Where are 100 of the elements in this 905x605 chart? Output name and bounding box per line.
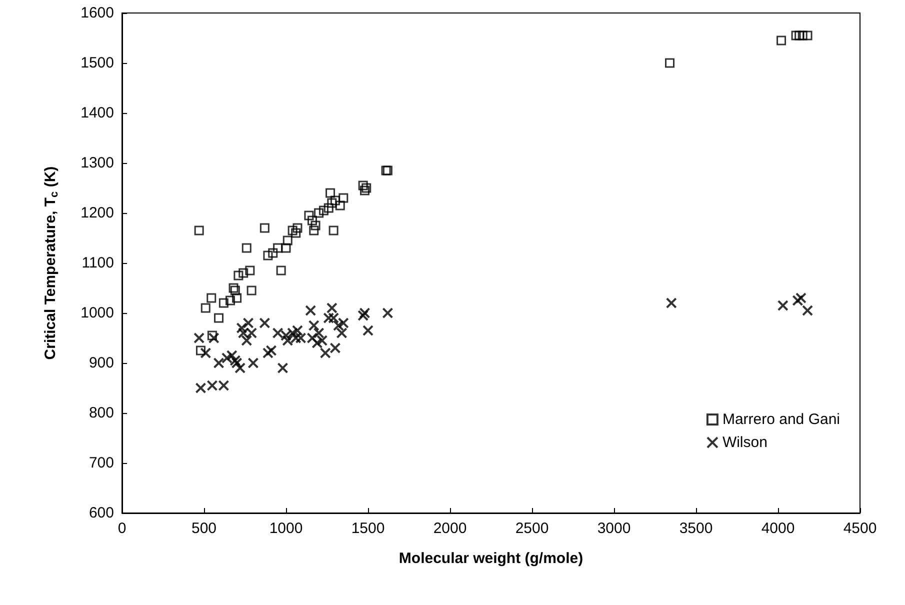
point: [276, 266, 286, 276]
y-tick-label: 1100: [82, 254, 114, 272]
y-tick-label: 1500: [80, 54, 114, 72]
point: [230, 355, 241, 366]
point: [213, 358, 224, 368]
point: [230, 286, 240, 296]
point: [328, 226, 338, 236]
y-tick-label: 1600: [80, 4, 114, 22]
point: [307, 216, 317, 226]
point: [228, 283, 238, 293]
point: [665, 58, 675, 68]
point: [792, 295, 804, 306]
point: [798, 30, 808, 40]
point: [280, 330, 292, 341]
point: [214, 313, 224, 323]
point: [195, 382, 206, 394]
x-tick-label: 0: [118, 520, 126, 537]
point: [206, 293, 216, 303]
point: [234, 362, 246, 374]
y-tick-label: 1200: [80, 204, 114, 222]
y-axis-title: Critical Temperature, Tc (K): [42, 166, 60, 360]
point: [777, 300, 788, 311]
point: [266, 345, 277, 356]
point: [335, 200, 345, 210]
point: [260, 223, 270, 233]
point: [282, 236, 292, 246]
y-tick-label: 700: [88, 454, 114, 472]
point: [338, 193, 348, 203]
point: [245, 266, 255, 276]
point: [194, 332, 205, 344]
point: [802, 305, 814, 316]
point: [304, 210, 314, 220]
point: [802, 30, 812, 40]
point: [320, 348, 331, 358]
point: [310, 220, 320, 230]
point: [362, 183, 372, 193]
point: [327, 198, 337, 208]
y-tick-label: 900: [88, 354, 114, 372]
point: [208, 332, 220, 344]
point: [318, 206, 328, 216]
point: [272, 328, 284, 338]
point: [232, 293, 242, 303]
point: [194, 226, 204, 236]
point: [200, 348, 212, 358]
point: [324, 203, 334, 213]
legend-label: Marrero and Gani: [722, 411, 840, 428]
point: [225, 296, 235, 306]
y-tick-label: 1400: [80, 104, 114, 122]
point: [362, 325, 374, 336]
point: [262, 348, 274, 358]
point: [776, 36, 786, 46]
y-tick-label: 1300: [80, 154, 114, 172]
point: [242, 243, 252, 253]
point: [196, 346, 206, 356]
point: [268, 248, 278, 258]
x-tick-label: 3500: [679, 520, 713, 537]
point: [791, 30, 801, 40]
point: [382, 308, 394, 318]
point: [666, 298, 677, 308]
point: [263, 250, 273, 260]
x-tick-label: 2000: [433, 520, 467, 537]
point: [221, 352, 232, 364]
point: [273, 243, 283, 253]
point: [200, 303, 210, 313]
point: [248, 358, 259, 368]
point: [287, 328, 298, 338]
x-axis-title: Molecular weight (g/mole): [398, 550, 584, 567]
point: [231, 358, 242, 368]
point: [358, 310, 369, 321]
point: [305, 305, 316, 316]
x-tick-label: 3000: [597, 520, 631, 537]
x-tick-label: 2500: [515, 520, 549, 537]
point: [309, 226, 319, 236]
y-tick-label: 800: [88, 404, 114, 422]
point: [277, 362, 288, 374]
x-tick-label: 4000: [761, 520, 795, 537]
point: [238, 268, 248, 278]
y-tick-label: 600: [88, 504, 114, 522]
point: [236, 322, 248, 334]
legend-label: Wilson: [722, 434, 768, 451]
point: [234, 270, 244, 280]
point: [246, 286, 256, 296]
point: [218, 380, 230, 391]
x-tick-label: 1500: [351, 520, 385, 537]
point: [330, 196, 340, 206]
point: [358, 180, 368, 190]
point: [288, 226, 298, 236]
point: [282, 335, 294, 346]
x-tick-label: 500: [191, 520, 217, 537]
point: [292, 223, 302, 233]
point: [291, 228, 301, 238]
point: [281, 243, 291, 253]
point: [794, 30, 804, 40]
point: [259, 318, 270, 328]
point: [314, 208, 324, 218]
point: [218, 298, 228, 308]
point: [206, 380, 218, 391]
point: [795, 292, 806, 304]
x-tick-label: 4500: [843, 520, 877, 537]
point: [359, 308, 370, 318]
